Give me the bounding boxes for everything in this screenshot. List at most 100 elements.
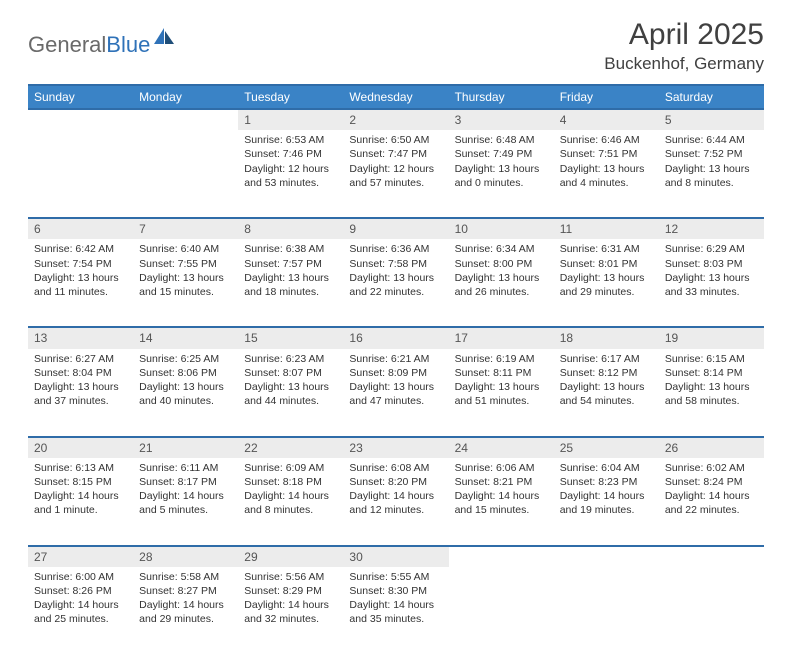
day-number: 17 <box>449 327 554 348</box>
day-number: 25 <box>554 437 659 458</box>
daynum-row: 20212223242526 <box>28 437 764 458</box>
sunset-text: Sunset: 8:14 PM <box>665 366 758 380</box>
sunrise-text: Sunrise: 6:46 AM <box>560 133 653 147</box>
sunrise-text: Sunrise: 6:48 AM <box>455 133 548 147</box>
day-cell: Sunrise: 6:00 AMSunset: 8:26 PMDaylight:… <box>28 567 133 655</box>
day-number: 29 <box>238 546 343 567</box>
sunset-text: Sunset: 7:57 PM <box>244 257 337 271</box>
weekday-header: Thursday <box>449 85 554 109</box>
sunset-text: Sunset: 7:54 PM <box>34 257 127 271</box>
day-cell: Sunrise: 6:19 AMSunset: 8:11 PMDaylight:… <box>449 349 554 437</box>
day-cell: Sunrise: 6:04 AMSunset: 8:23 PMDaylight:… <box>554 458 659 546</box>
day-cell: Sunrise: 6:44 AMSunset: 7:52 PMDaylight:… <box>659 130 764 218</box>
day-cell: Sunrise: 6:50 AMSunset: 7:47 PMDaylight:… <box>343 130 448 218</box>
sunrise-text: Sunrise: 6:38 AM <box>244 242 337 256</box>
day-cell: Sunrise: 6:46 AMSunset: 7:51 PMDaylight:… <box>554 130 659 218</box>
day-cell: Sunrise: 6:11 AMSunset: 8:17 PMDaylight:… <box>133 458 238 546</box>
sunrise-text: Sunrise: 6:53 AM <box>244 133 337 147</box>
sunrise-text: Sunrise: 6:27 AM <box>34 352 127 366</box>
sunset-text: Sunset: 8:29 PM <box>244 584 337 598</box>
sunset-text: Sunset: 7:58 PM <box>349 257 442 271</box>
day-number: 24 <box>449 437 554 458</box>
day-cell <box>133 130 238 218</box>
logo-sail-icon <box>154 28 176 51</box>
sunset-text: Sunset: 7:55 PM <box>139 257 232 271</box>
sunset-text: Sunset: 7:47 PM <box>349 147 442 161</box>
day-cell: Sunrise: 6:40 AMSunset: 7:55 PMDaylight:… <box>133 239 238 327</box>
sunrise-text: Sunrise: 6:34 AM <box>455 242 548 256</box>
daylight-text: Daylight: 13 hours and 47 minutes. <box>349 380 442 408</box>
day-number <box>28 109 133 130</box>
day-number <box>133 109 238 130</box>
day-number: 10 <box>449 218 554 239</box>
sunrise-text: Sunrise: 6:29 AM <box>665 242 758 256</box>
daylight-text: Daylight: 13 hours and 33 minutes. <box>665 271 758 299</box>
weekday-header: Monday <box>133 85 238 109</box>
sunset-text: Sunset: 8:01 PM <box>560 257 653 271</box>
daylight-text: Daylight: 13 hours and 29 minutes. <box>560 271 653 299</box>
daylight-text: Daylight: 14 hours and 25 minutes. <box>34 598 127 626</box>
day-cell: Sunrise: 6:17 AMSunset: 8:12 PMDaylight:… <box>554 349 659 437</box>
day-number: 28 <box>133 546 238 567</box>
day-cell <box>659 567 764 655</box>
sunrise-text: Sunrise: 6:44 AM <box>665 133 758 147</box>
day-number: 23 <box>343 437 448 458</box>
day-number: 6 <box>28 218 133 239</box>
sunset-text: Sunset: 8:21 PM <box>455 475 548 489</box>
day-number <box>659 546 764 567</box>
day-cell: Sunrise: 6:34 AMSunset: 8:00 PMDaylight:… <box>449 239 554 327</box>
day-number <box>449 546 554 567</box>
day-number: 13 <box>28 327 133 348</box>
weekday-header: Saturday <box>659 85 764 109</box>
sunrise-text: Sunrise: 6:17 AM <box>560 352 653 366</box>
sunrise-text: Sunrise: 6:09 AM <box>244 461 337 475</box>
sunrise-text: Sunrise: 6:15 AM <box>665 352 758 366</box>
daylight-text: Daylight: 13 hours and 4 minutes. <box>560 162 653 190</box>
day-cell: Sunrise: 6:13 AMSunset: 8:15 PMDaylight:… <box>28 458 133 546</box>
day-cell: Sunrise: 6:27 AMSunset: 8:04 PMDaylight:… <box>28 349 133 437</box>
day-number: 16 <box>343 327 448 348</box>
daylight-text: Daylight: 14 hours and 35 minutes. <box>349 598 442 626</box>
daylight-text: Daylight: 13 hours and 22 minutes. <box>349 271 442 299</box>
day-cell: Sunrise: 6:42 AMSunset: 7:54 PMDaylight:… <box>28 239 133 327</box>
logo: General Blue <box>28 18 176 61</box>
sunset-text: Sunset: 8:12 PM <box>560 366 653 380</box>
sunset-text: Sunset: 7:51 PM <box>560 147 653 161</box>
sunrise-text: Sunrise: 5:58 AM <box>139 570 232 584</box>
page: General Blue April 2025 Buckenhof, Germa… <box>0 0 792 655</box>
sunset-text: Sunset: 8:03 PM <box>665 257 758 271</box>
week-row: Sunrise: 6:27 AMSunset: 8:04 PMDaylight:… <box>28 349 764 437</box>
day-number: 15 <box>238 327 343 348</box>
sunrise-text: Sunrise: 6:06 AM <box>455 461 548 475</box>
daylight-text: Daylight: 13 hours and 44 minutes. <box>244 380 337 408</box>
week-row: Sunrise: 6:53 AMSunset: 7:46 PMDaylight:… <box>28 130 764 218</box>
daynum-row: 13141516171819 <box>28 327 764 348</box>
day-cell <box>554 567 659 655</box>
day-number: 5 <box>659 109 764 130</box>
day-number: 30 <box>343 546 448 567</box>
day-number: 21 <box>133 437 238 458</box>
sunrise-text: Sunrise: 6:00 AM <box>34 570 127 584</box>
sunrise-text: Sunrise: 6:08 AM <box>349 461 442 475</box>
sunrise-text: Sunrise: 6:36 AM <box>349 242 442 256</box>
day-number: 22 <box>238 437 343 458</box>
sunrise-text: Sunrise: 6:42 AM <box>34 242 127 256</box>
sunrise-text: Sunrise: 6:19 AM <box>455 352 548 366</box>
sunrise-text: Sunrise: 6:04 AM <box>560 461 653 475</box>
day-cell: Sunrise: 6:31 AMSunset: 8:01 PMDaylight:… <box>554 239 659 327</box>
day-number: 26 <box>659 437 764 458</box>
sunrise-text: Sunrise: 5:55 AM <box>349 570 442 584</box>
daylight-text: Daylight: 14 hours and 19 minutes. <box>560 489 653 517</box>
sunset-text: Sunset: 8:11 PM <box>455 366 548 380</box>
sunset-text: Sunset: 8:00 PM <box>455 257 548 271</box>
weekday-header: Tuesday <box>238 85 343 109</box>
sunset-text: Sunset: 8:07 PM <box>244 366 337 380</box>
daylight-text: Daylight: 14 hours and 22 minutes. <box>665 489 758 517</box>
weekday-header: Sunday <box>28 85 133 109</box>
day-cell: Sunrise: 6:21 AMSunset: 8:09 PMDaylight:… <box>343 349 448 437</box>
sunset-text: Sunset: 8:17 PM <box>139 475 232 489</box>
day-cell: Sunrise: 6:09 AMSunset: 8:18 PMDaylight:… <box>238 458 343 546</box>
day-number: 8 <box>238 218 343 239</box>
daylight-text: Daylight: 12 hours and 53 minutes. <box>244 162 337 190</box>
daylight-text: Daylight: 13 hours and 0 minutes. <box>455 162 548 190</box>
